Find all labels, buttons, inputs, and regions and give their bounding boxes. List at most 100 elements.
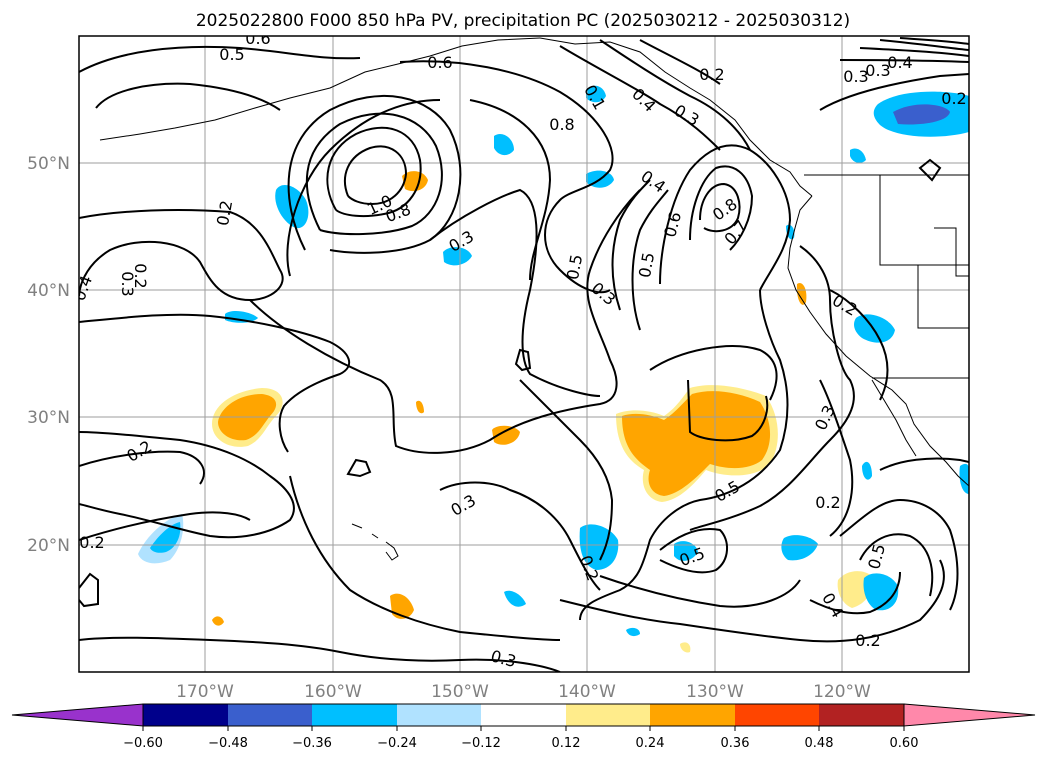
pv-contour bbox=[249, 189, 641, 454]
colorbar-segment bbox=[735, 704, 819, 726]
precip-blob bbox=[586, 85, 606, 103]
pv-contour bbox=[687, 379, 769, 442]
pv-contour bbox=[79, 313, 351, 453]
precip-blob bbox=[837, 571, 873, 608]
pv-contour bbox=[79, 209, 284, 302]
lon-label-160w: 160°W bbox=[304, 682, 362, 702]
pv-contour bbox=[809, 571, 901, 615]
pv-contour bbox=[819, 73, 969, 111]
coastlines bbox=[99, 37, 969, 561]
precip-blob bbox=[680, 642, 691, 653]
pv-contour bbox=[439, 481, 601, 591]
coastline-bc bbox=[787, 195, 969, 487]
contour-label: 0.2 bbox=[815, 493, 840, 512]
pv-contour bbox=[639, 39, 721, 85]
map-frame bbox=[78, 35, 970, 673]
precip-blob bbox=[862, 461, 872, 480]
lat-labels: 50°N 40°N 30°N 20°N bbox=[27, 154, 70, 556]
pv-contour bbox=[859, 47, 969, 57]
colorbar-tick-label: 0.36 bbox=[721, 736, 750, 751]
contour-label: 0.6 bbox=[245, 29, 270, 48]
contour-label: 0.3 bbox=[865, 61, 890, 80]
contour-label: 0.8 bbox=[549, 115, 574, 134]
graticule bbox=[79, 36, 969, 672]
pv-contour bbox=[879, 39, 969, 51]
coastline-baja bbox=[871, 379, 917, 457]
map-title: 2025022800 F000 850 hPa PV, precipitatio… bbox=[196, 11, 850, 31]
colorbar-frame bbox=[142, 703, 905, 727]
pv-contour bbox=[344, 145, 408, 206]
colorbar-segment bbox=[397, 704, 481, 726]
lat-label-30n: 30°N bbox=[27, 408, 70, 428]
pv-contour bbox=[599, 575, 801, 608]
pv-contour bbox=[659, 528, 728, 574]
precip-blob bbox=[494, 133, 514, 156]
colorbar-segment bbox=[312, 704, 397, 726]
contour-label: 0.4 bbox=[887, 53, 912, 72]
pv-contour bbox=[649, 345, 778, 401]
colorbar-segment bbox=[650, 704, 735, 726]
pv-contour bbox=[879, 457, 969, 471]
contour-label: 0.2 bbox=[79, 533, 104, 552]
contour-label: 0.3 bbox=[118, 271, 137, 296]
contour-label: 0.3 bbox=[843, 67, 868, 86]
pv-contour bbox=[899, 37, 969, 45]
lat-label-20n: 20°N bbox=[27, 536, 70, 556]
precip-blob bbox=[443, 247, 472, 266]
colorbar-segment-max-extend bbox=[903, 703, 1036, 727]
colorbar-segment-min-extend bbox=[11, 703, 144, 727]
colorbar-tick-label: −0.48 bbox=[208, 736, 248, 751]
contour-label: 0.6 bbox=[427, 53, 452, 72]
coastline-hawaii bbox=[351, 523, 399, 561]
colorbar-tick-label: 0.48 bbox=[805, 736, 834, 751]
contour-label: 0.2 bbox=[699, 65, 724, 84]
pv-contour bbox=[839, 498, 959, 611]
contour-label: 0.5 bbox=[219, 45, 244, 64]
contour-label: 0.5 bbox=[563, 253, 586, 281]
lat-label-40n: 40°N bbox=[27, 281, 70, 301]
map-panel: 0.5 0.6 0.6 0.2 0.2 0.1 0.4 0.3 0.8 0.3 … bbox=[78, 29, 970, 673]
contour-label: 0.2 bbox=[941, 89, 966, 108]
pv-contour bbox=[819, 379, 854, 537]
coastline-island bbox=[934, 227, 969, 277]
contour-label: 0.5 bbox=[635, 251, 658, 279]
pv-contour bbox=[599, 39, 751, 151]
pv-contour bbox=[469, 99, 552, 281]
pv-contour bbox=[859, 533, 934, 597]
pv-contour bbox=[287, 94, 462, 254]
coastline-alaska-gulf bbox=[539, 37, 813, 197]
precip-blob bbox=[863, 573, 899, 611]
precip-blob bbox=[504, 590, 526, 607]
precip-blob bbox=[674, 541, 698, 561]
pv-contours bbox=[79, 37, 969, 672]
colorbar-segment bbox=[481, 704, 566, 726]
lon-label-140w: 140°W bbox=[558, 682, 616, 702]
lat-label-50n: 50°N bbox=[27, 154, 70, 174]
pv-contour bbox=[611, 179, 651, 311]
colorbar-tick-label: −0.60 bbox=[123, 736, 163, 751]
pv-contour bbox=[918, 158, 942, 182]
contour-label: 0.2 bbox=[213, 199, 236, 227]
pv-contour bbox=[689, 245, 855, 531]
precip-blob bbox=[854, 314, 895, 343]
precip-blob bbox=[959, 463, 969, 494]
pv-contour bbox=[699, 182, 741, 233]
precip-blob bbox=[626, 627, 640, 637]
precip-blob bbox=[893, 104, 950, 125]
colorbar-segment bbox=[143, 704, 228, 726]
colorbar-tick-label: −0.24 bbox=[377, 736, 417, 751]
precip-blob bbox=[402, 171, 428, 192]
colorbar: −0.60 −0.48 −0.36 −0.24 −0.12 0.12 0.24 … bbox=[11, 703, 1036, 751]
pv-contour bbox=[79, 450, 205, 485]
lon-label-170w: 170°W bbox=[176, 682, 234, 702]
pv-contour bbox=[839, 59, 969, 63]
pv-contour bbox=[289, 475, 561, 641]
colorbar-tick-label: 0.24 bbox=[636, 736, 665, 751]
pv-contour bbox=[79, 431, 295, 539]
pv-contour bbox=[631, 189, 669, 331]
pv-contour bbox=[79, 572, 99, 608]
pv-contour bbox=[79, 636, 561, 672]
pv-contour bbox=[559, 45, 721, 151]
lon-labels: 170°W 160°W 150°W 140°W 130°W 120°W bbox=[176, 682, 871, 702]
precip-blob bbox=[225, 311, 258, 323]
